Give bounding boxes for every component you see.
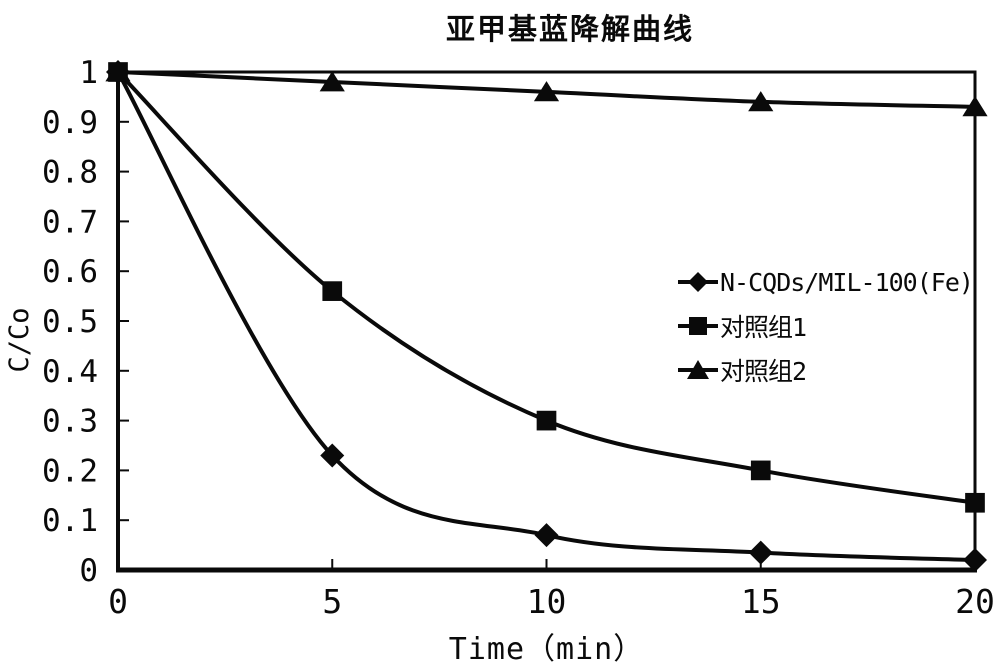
triangle-marker-icon [748, 91, 774, 112]
square-marker-icon [536, 410, 557, 431]
x-tick-label: 10 [527, 582, 567, 621]
y-tick-label: 0.2 [42, 453, 98, 489]
x-axis-title: Time（min） [448, 632, 645, 667]
square-marker-icon [750, 460, 771, 481]
y-tick-label: 0.5 [42, 304, 98, 340]
legend-item-0: N-CQDs/MIL-100(Fe) [678, 266, 974, 298]
legend-item-2: 对照组2 [678, 354, 973, 386]
triangle-marker-icon [533, 81, 560, 102]
series-line-0 [116, 70, 977, 563]
triangle-marker-icon [319, 71, 345, 92]
y-tick-label: 0.1 [42, 503, 98, 539]
triangle-marker-icon [962, 96, 988, 117]
x-tick-label: 20 [955, 582, 995, 621]
diamond-marker-icon [534, 523, 559, 548]
diamond-marker-icon [963, 548, 987, 573]
triangle-marker-icon [105, 61, 131, 82]
legend-label: 对照组1 [720, 313, 807, 342]
diamond-marker-icon [748, 540, 773, 565]
legend-item-1: 对照组1 [678, 310, 973, 342]
x-tick-label: 15 [741, 582, 781, 621]
y-tick-label: 0.7 [42, 204, 98, 240]
y-tick-label: 0 [79, 553, 98, 589]
y-axis-title: C/Co [4, 307, 35, 373]
y-tick-label: 0.8 [42, 155, 98, 191]
legend-square-marker-icon [678, 317, 718, 335]
legend-label: N-CQDs/MIL-100(Fe) [720, 267, 974, 297]
y-tick-label: 0.9 [42, 105, 98, 141]
y-tick-label: 1 [79, 55, 98, 91]
y-tick-label: 0.3 [42, 404, 98, 440]
legend-label: 对照组2 [720, 357, 807, 386]
square-marker-icon [965, 492, 985, 513]
diamond-marker-icon [320, 443, 345, 468]
y-tick-label: 0.4 [42, 354, 98, 390]
square-marker-icon [322, 281, 343, 301]
series-line-1 [116, 70, 977, 505]
chart-title: 亚甲基蓝降解曲线 [445, 12, 694, 46]
legend: N-CQDs/MIL-100(Fe) 对照组1 对照组2 [678, 266, 974, 386]
x-tick-label: 5 [322, 582, 342, 621]
legend-diamond-marker-icon [678, 272, 718, 292]
legend-triangle-marker-icon [678, 360, 718, 379]
x-tick-label: 0 [108, 582, 128, 621]
y-tick-label: 0.6 [42, 254, 98, 290]
